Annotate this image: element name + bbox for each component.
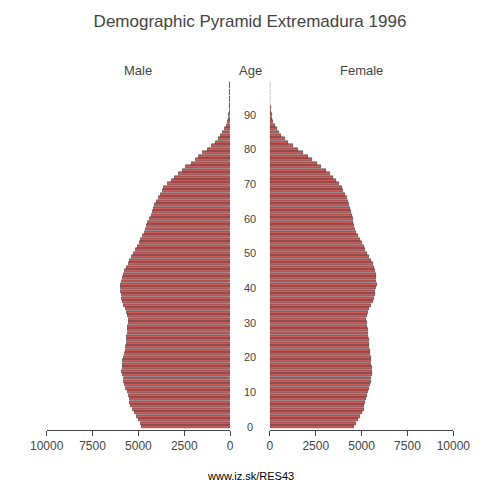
svg-text:2500: 2500	[302, 439, 329, 453]
svg-text:40: 40	[244, 282, 256, 294]
svg-text:0: 0	[227, 439, 234, 453]
svg-text:2500: 2500	[171, 439, 198, 453]
svg-text:10: 10	[244, 386, 256, 398]
svg-text:Age: Age	[239, 63, 262, 78]
svg-text:10000: 10000	[30, 439, 64, 453]
svg-text:90: 90	[244, 109, 256, 121]
svg-text:50: 50	[244, 247, 256, 259]
svg-text:Demographic Pyramid Extremadur: Demographic Pyramid Extremadura 1996	[94, 12, 407, 31]
svg-text:5000: 5000	[125, 439, 152, 453]
svg-text:0: 0	[247, 421, 253, 433]
svg-text:0: 0	[267, 439, 274, 453]
svg-text:60: 60	[244, 213, 256, 225]
svg-text:Male: Male	[124, 63, 152, 78]
svg-text:20: 20	[244, 351, 256, 363]
svg-text:10000: 10000	[437, 439, 471, 453]
svg-text:www.iz.sk/RES43: www.iz.sk/RES43	[207, 470, 294, 482]
svg-text:80: 80	[244, 143, 256, 155]
svg-text:Female: Female	[340, 63, 383, 78]
svg-text:7500: 7500	[394, 439, 421, 453]
svg-text:70: 70	[244, 178, 256, 190]
svg-text:5000: 5000	[348, 439, 375, 453]
svg-text:30: 30	[244, 317, 256, 329]
svg-text:7500: 7500	[79, 439, 106, 453]
